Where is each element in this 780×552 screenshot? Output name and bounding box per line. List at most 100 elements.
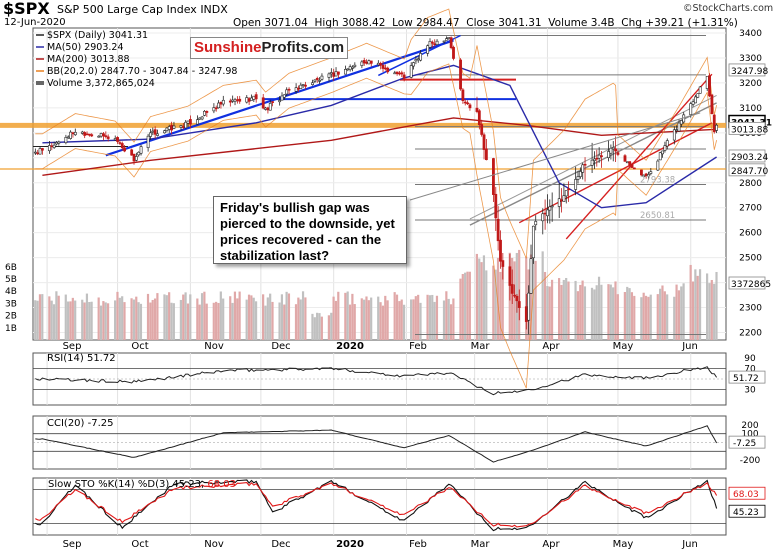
sto-last-label: 68.03	[733, 490, 759, 500]
volume-bar	[691, 281, 695, 340]
candle-body	[383, 67, 387, 70]
volume-bar	[377, 296, 380, 340]
candle-body	[214, 107, 218, 110]
price-label: 2847.70	[731, 167, 768, 177]
x-month-label-bottom: Dec	[271, 539, 290, 550]
volume-bar	[130, 298, 133, 340]
candle-body	[118, 142, 122, 144]
price-label-box	[728, 63, 766, 77]
volume-bar	[318, 313, 321, 340]
candle-body	[123, 147, 127, 152]
volume-bar	[269, 293, 272, 340]
sto-last-box	[728, 486, 766, 500]
price-tick-label: 3300	[739, 54, 762, 64]
candle-body	[351, 66, 354, 69]
volume-bar	[494, 269, 497, 340]
legend-volume: Volume 3,372,865,024	[47, 78, 155, 89]
volume-bar	[81, 299, 84, 340]
volume-bar	[698, 269, 702, 340]
volume-bar	[630, 292, 634, 340]
volume-bar	[69, 301, 72, 340]
sunshine-profits-logo: SunshineProfits.com	[190, 37, 349, 59]
volume-bar	[583, 286, 587, 340]
volume-bar	[644, 295, 648, 340]
candle-body	[376, 62, 380, 66]
cci-tick-label: 100	[741, 430, 758, 440]
volume-bar	[215, 301, 218, 340]
x-month-label-bottom: Sep	[63, 539, 82, 550]
volume-bar	[280, 294, 284, 340]
volume-bar	[64, 294, 67, 340]
price-tick-label: 2600	[739, 229, 762, 239]
candle-body	[482, 134, 486, 150]
volume-bar	[576, 291, 580, 340]
candle-body	[83, 132, 87, 136]
candle-body	[412, 62, 415, 67]
volume-bar	[590, 287, 594, 340]
candle-body	[623, 155, 627, 162]
candle-body	[181, 126, 185, 128]
volume-bar	[541, 251, 544, 340]
x-month-label-top: Mar	[471, 341, 491, 352]
candle-body	[280, 95, 284, 101]
volume-bar	[104, 302, 107, 340]
volume-bar	[172, 303, 175, 340]
volume-bar	[55, 291, 58, 340]
volume-bar	[433, 301, 436, 340]
price-tick-label: 2800	[739, 179, 762, 189]
candle-body	[543, 212, 547, 215]
ma200-line	[42, 117, 717, 176]
volume-bar	[179, 299, 182, 340]
legend-ma200: MA(200) 3013.88	[47, 54, 130, 65]
x-month-label-bottom: May	[613, 539, 634, 550]
volume-bar	[360, 298, 363, 340]
candle-body	[55, 142, 58, 145]
volume-bar	[71, 297, 74, 340]
candle-body	[449, 37, 453, 49]
candle-body	[71, 132, 75, 135]
volume-bar	[400, 299, 403, 340]
fib-label: 2793.38	[640, 175, 675, 185]
candle-body	[710, 94, 714, 115]
volume-bar	[706, 273, 709, 340]
cci-line	[35, 425, 718, 463]
volume-bar	[496, 257, 500, 340]
volume-bar	[238, 291, 241, 340]
volume-bar	[41, 294, 44, 340]
volume-bar	[34, 300, 37, 340]
volume-bar	[675, 284, 678, 340]
volume-bar	[278, 302, 281, 340]
price-label-box	[728, 163, 766, 177]
candle-body	[57, 141, 61, 144]
candle-body	[494, 193, 498, 219]
volume-bar	[337, 291, 340, 340]
candle-body	[66, 136, 70, 139]
volume-bar	[593, 289, 596, 340]
candle-body	[85, 133, 89, 136]
x-month-label-bottom: Mar	[471, 539, 491, 550]
candle-body	[320, 75, 324, 80]
volume-bar	[656, 294, 659, 340]
candle-body	[696, 93, 700, 98]
x-month-label-bottom: Jun	[681, 539, 698, 550]
low-label: Low	[392, 17, 413, 29]
candle-body	[360, 61, 364, 66]
candle-body	[104, 135, 108, 137]
candle-body	[254, 94, 258, 100]
candle-body	[609, 147, 613, 154]
volume-bar	[475, 253, 478, 340]
volume-bar	[165, 295, 168, 340]
volume-bar	[492, 265, 495, 340]
volume-bar	[301, 291, 305, 340]
chg-value: +39.21 (+1.31%)	[645, 17, 738, 29]
candle-body	[461, 89, 465, 101]
candle-body	[381, 65, 385, 69]
volume-bar	[313, 317, 316, 340]
candle-body	[228, 100, 232, 103]
candle-body	[245, 97, 249, 103]
candle-body	[691, 101, 695, 105]
volume-bar	[713, 283, 716, 340]
candle-body	[90, 134, 94, 137]
price-tick-label: 3100	[739, 104, 762, 114]
cci-title: CCI(20) -7.25	[47, 418, 114, 429]
